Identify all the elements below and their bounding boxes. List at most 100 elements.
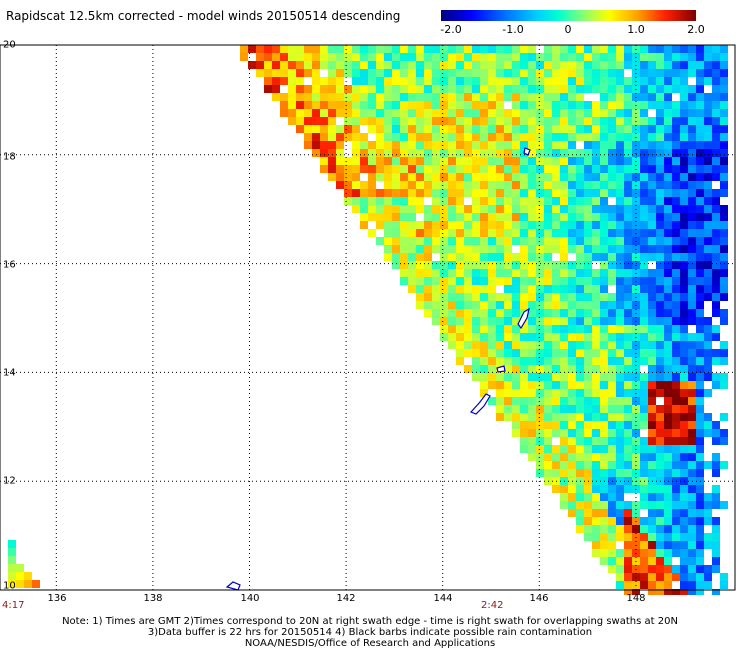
wind-cell (8, 564, 16, 572)
wind-cell (512, 333, 520, 341)
wind-cell (616, 221, 624, 229)
wind-cell (656, 253, 664, 261)
wind-cell (456, 117, 464, 125)
wind-cell (624, 389, 632, 397)
wind-cell (688, 269, 696, 277)
wind-cell (544, 53, 552, 61)
wind-cell (472, 325, 480, 333)
wind-cell (704, 317, 712, 325)
wind-cell (672, 493, 680, 501)
wind-cell (536, 469, 544, 477)
lon-label-142: 142 (336, 593, 356, 604)
wind-cell (360, 61, 368, 69)
wind-cell (688, 109, 696, 117)
wind-cell (552, 485, 560, 493)
wind-cell (720, 149, 728, 157)
wind-cell (360, 53, 368, 61)
wind-cell (640, 397, 648, 405)
wind-cell (616, 69, 624, 77)
wind-cell (536, 349, 544, 357)
colorbar-label-min: -2.0 (440, 23, 462, 36)
wind-cell (464, 237, 472, 245)
wind-cell (328, 133, 336, 141)
wind-cell (592, 365, 600, 373)
wind-cell (472, 117, 480, 125)
wind-cell (560, 381, 568, 389)
wind-cell (536, 277, 544, 285)
wind-cell (296, 53, 304, 61)
wind-cell (480, 381, 488, 389)
wind-cell (568, 197, 576, 205)
wind-cell (688, 469, 696, 477)
wind-cell (424, 237, 432, 245)
wind-cell (640, 229, 648, 237)
wind-cell (696, 261, 704, 269)
wind-cell (712, 229, 720, 237)
wind-cell (464, 93, 472, 101)
wind-cell (544, 213, 552, 221)
note-line-3: NOAA/NESDIS/Office of Research and Appli… (244, 638, 496, 649)
lon-label-144: 144 (433, 593, 453, 604)
lat-label-20: 20 (3, 39, 16, 51)
wind-cell (464, 213, 472, 221)
wind-cell (656, 365, 664, 373)
wind-cell (560, 261, 568, 269)
wind-cell (696, 253, 704, 261)
wind-cell (472, 277, 480, 285)
wind-cell (648, 93, 656, 101)
wind-cell (496, 397, 504, 405)
wind-cell (488, 93, 496, 101)
wind-cell (616, 229, 624, 237)
wind-cell (408, 85, 416, 93)
wind-cell (384, 125, 392, 133)
wind-cell (560, 413, 568, 421)
wind-cell (392, 109, 400, 117)
lat-label-16: 16 (3, 259, 16, 271)
wind-cell (520, 237, 528, 245)
wind-cell (656, 349, 664, 357)
wind-cell (512, 285, 520, 293)
wind-cell (544, 101, 552, 109)
wind-cell (600, 125, 608, 133)
wind-cell (568, 93, 576, 101)
wind-cell (648, 429, 656, 437)
wind-cell (704, 157, 712, 165)
wind-cell (648, 221, 656, 229)
wind-cell (688, 373, 696, 381)
wind-cell (696, 229, 704, 237)
wind-cell (480, 221, 488, 229)
wind-cell (688, 61, 696, 69)
wind-cell (664, 77, 672, 85)
wind-cell (664, 149, 672, 157)
wind-cell (528, 421, 536, 429)
wind-cell (392, 221, 400, 229)
wind-cell (720, 69, 728, 77)
wind-cell (584, 69, 592, 77)
wind-cell (672, 269, 680, 277)
wind-cell (688, 93, 696, 101)
wind-cell (344, 69, 352, 77)
wind-cell (640, 485, 648, 493)
wind-cell (600, 453, 608, 461)
wind-cell (656, 341, 664, 349)
wind-cell (672, 317, 680, 325)
wind-cell (376, 93, 384, 101)
wind-cell (720, 437, 728, 445)
wind-cell (672, 437, 680, 445)
wind-cell (664, 469, 672, 477)
wind-cell (336, 45, 344, 53)
wind-cell (696, 421, 704, 429)
wind-cell (584, 293, 592, 301)
wind-cell (568, 101, 576, 109)
wind-cell (464, 285, 472, 293)
wind-cell (624, 413, 632, 421)
wind-cell (664, 541, 672, 549)
wind-cell (408, 213, 416, 221)
wind-cell (640, 253, 648, 261)
wind-cell (512, 253, 520, 261)
wind-cell (536, 141, 544, 149)
wind-cell (288, 117, 296, 125)
wind-cell (616, 413, 624, 421)
wind-cell (688, 493, 696, 501)
wind-cell (576, 285, 584, 293)
